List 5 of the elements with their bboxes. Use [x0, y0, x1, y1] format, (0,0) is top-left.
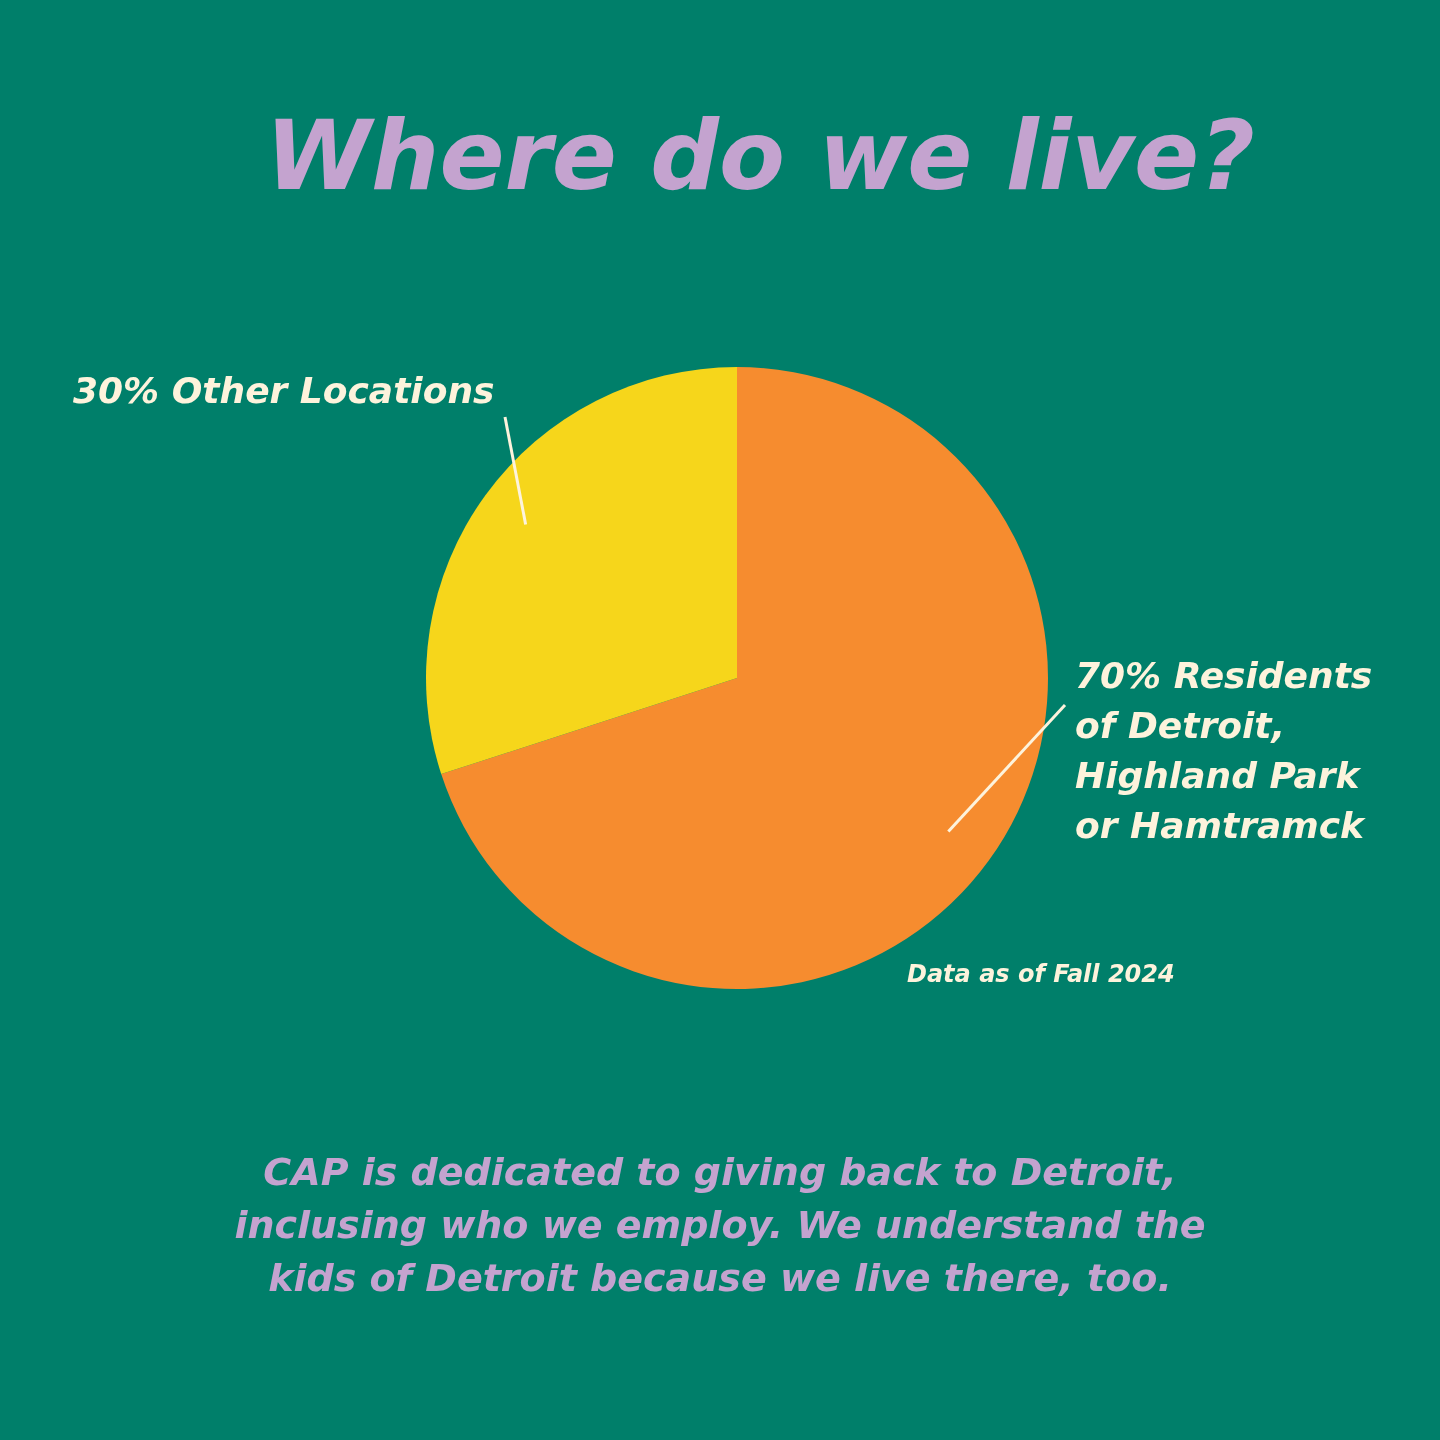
slice-label: 70% Residents of Detroit, Highland Park or Hamtramck [1075, 655, 1373, 846]
text: CAP is dedicated to giving back to Detroit, inclusing who we employ. We understand the kids of Detroit because we live there, too. [234, 1150, 1206, 1300]
slice-label: 30% Other Locations [73, 370, 495, 411]
text: Data as of Fall 2024 [907, 960, 1175, 988]
chart-title: Where do we live? [265, 100, 1255, 212]
